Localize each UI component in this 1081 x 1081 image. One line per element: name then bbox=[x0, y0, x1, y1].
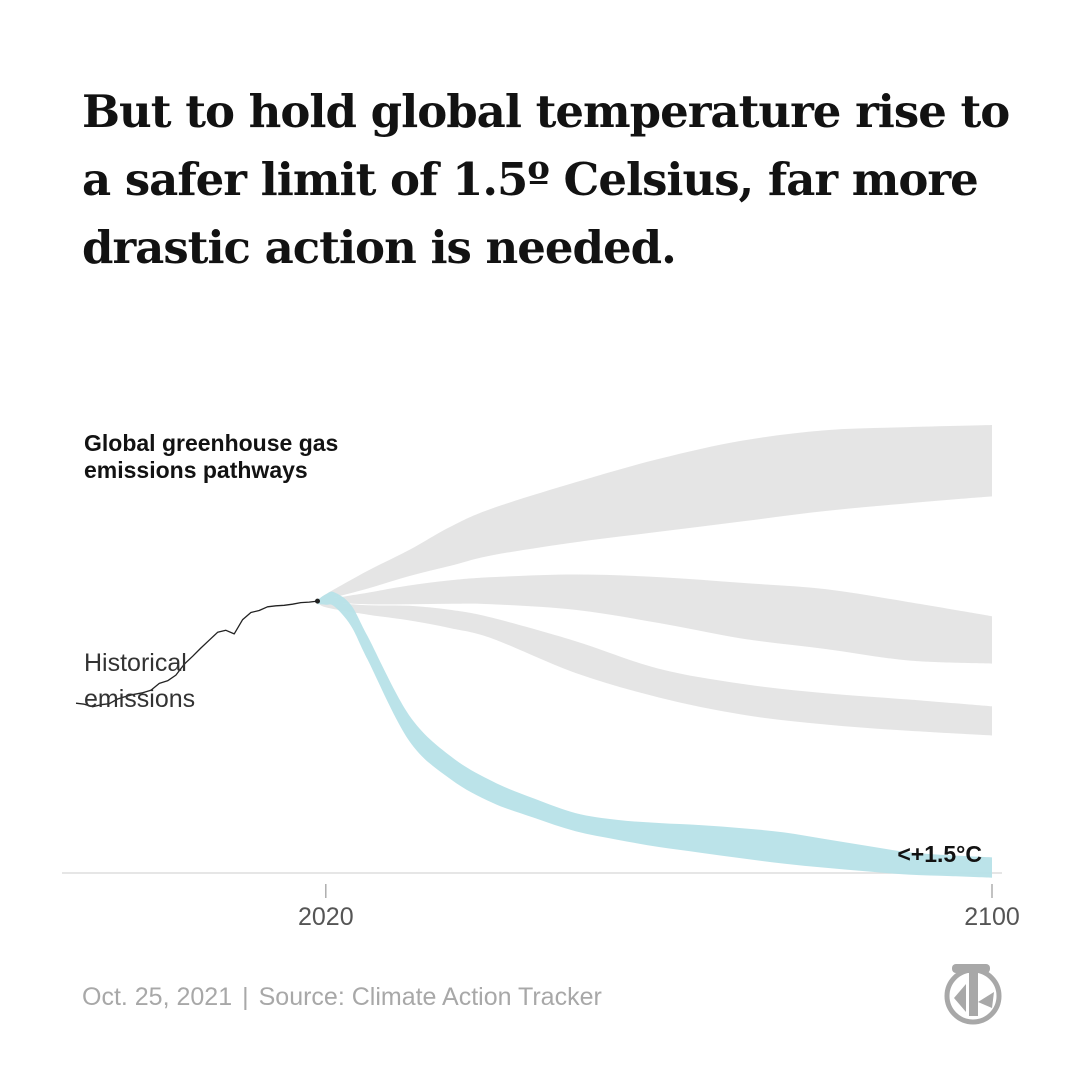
pathway-band-1 bbox=[317, 425, 992, 602]
pathway-band-2 bbox=[317, 574, 992, 664]
historical-emissions-line bbox=[75, 600, 318, 708]
headline: But to hold global temperature rise to a… bbox=[82, 85, 1010, 274]
nyt-t-logo-icon bbox=[944, 964, 1002, 1025]
pathway-band-3 bbox=[317, 601, 992, 736]
footer-separator: | bbox=[242, 983, 249, 1011]
series-label-1-5c: <+1.5°C bbox=[897, 841, 982, 867]
footer: Oct. 25, 2021 | Source: Climate Action Tra… bbox=[82, 983, 602, 1012]
chart-title: Global greenhouse gas emissions pathways bbox=[84, 430, 338, 483]
historical-emissions-label: Historical emissions bbox=[84, 649, 195, 713]
source-credit: Source: Climate Action Tracker bbox=[258, 983, 602, 1011]
publish-date: Oct. 25, 2021 bbox=[82, 983, 233, 1011]
historical-endpoint-dot bbox=[314, 598, 320, 604]
x-tick-label-2020: 2020 bbox=[298, 903, 354, 931]
x-tick-label-2100: 2100 bbox=[964, 903, 1020, 931]
